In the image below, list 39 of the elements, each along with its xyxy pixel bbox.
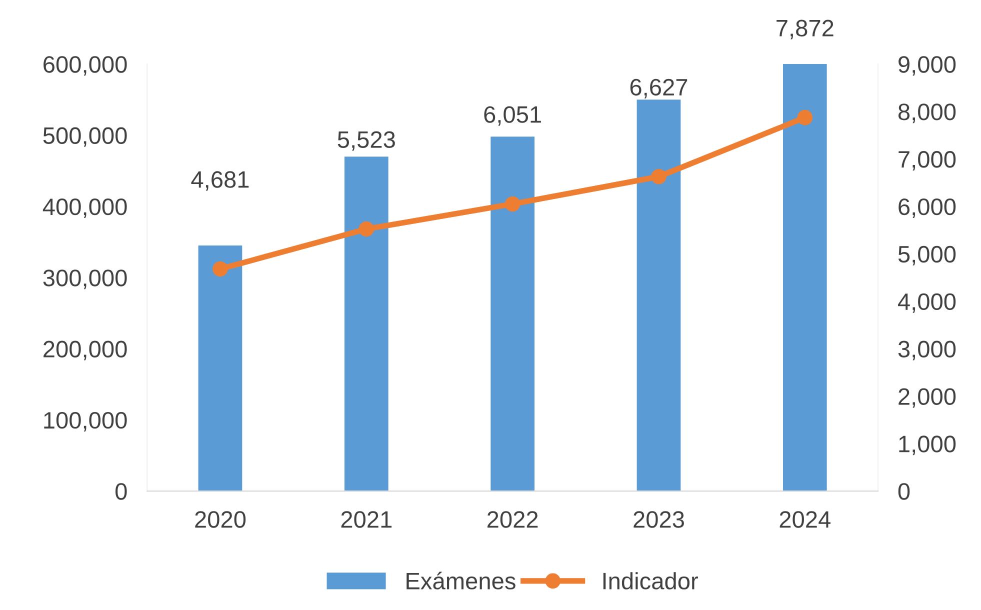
- bar: [198, 246, 242, 492]
- bar: [344, 156, 388, 492]
- point: [504, 196, 520, 212]
- x-tick-label: 2020: [195, 511, 246, 528]
- x-tick-label: 2023: [634, 511, 684, 528]
- y-tick-label: 600,000: [44, 56, 127, 76]
- y2-tick-label: 3,000: [898, 340, 956, 360]
- legend-label: Exámenes: [406, 572, 516, 590]
- y-tick-label: 100,000: [44, 412, 127, 432]
- point: [358, 221, 374, 237]
- x-tick-label: 2021: [341, 511, 392, 528]
- y-tick-label: 400,000: [42, 198, 127, 218]
- data-label: 4,681: [191, 171, 249, 191]
- y2-tick-label: 1,000: [899, 436, 956, 456]
- point: [651, 168, 666, 184]
- point: [797, 110, 813, 126]
- data-label: 7,872: [776, 20, 834, 40]
- legend-label: Indicador: [603, 572, 698, 590]
- bar: [636, 100, 681, 492]
- y2-tick-label: 0: [898, 483, 910, 500]
- y-tick-label: 200,000: [44, 340, 127, 360]
- y-tick-label: 500,000: [43, 127, 127, 147]
- bar: [490, 136, 534, 492]
- point: [212, 261, 228, 277]
- data-label: 6,051: [484, 106, 541, 126]
- y2-tick-label: 7,000: [898, 151, 956, 171]
- y-tick-label: 300,000: [43, 270, 127, 290]
- data-label: 5,523: [338, 131, 395, 151]
- x-tick-label: 2022: [488, 511, 538, 528]
- bar: [782, 64, 827, 492]
- y2-tick-label: 6,000: [898, 198, 956, 218]
- x-tick-label: 2024: [780, 511, 830, 528]
- data-label: 6,627: [630, 78, 688, 98]
- y2-tick-label: 2,000: [898, 388, 956, 408]
- y2-tick-label: 8,000: [898, 104, 956, 124]
- y2-tick-label: 9,000: [898, 56, 956, 76]
- y2-tick-label: 4,000: [898, 293, 956, 313]
- y-tick-label: 0: [116, 483, 127, 500]
- y2-tick-label: 5,000: [898, 246, 956, 266]
